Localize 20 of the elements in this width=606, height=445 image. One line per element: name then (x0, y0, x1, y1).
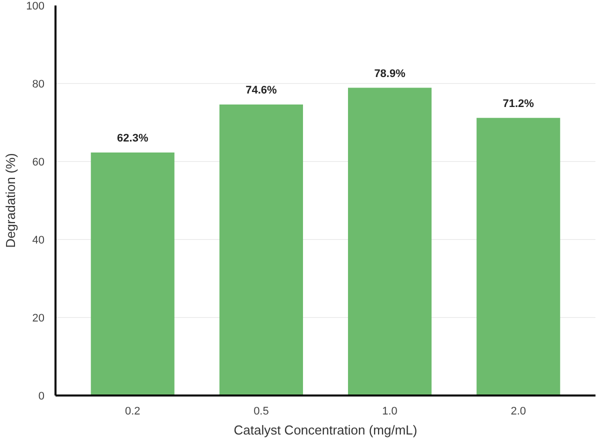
x-tick-label: 2.0 (510, 406, 526, 418)
y-tick-label: 20 (32, 312, 45, 324)
bar (90, 152, 174, 396)
data-label: 62.3% (117, 132, 148, 145)
y-tick-label: 40 (32, 234, 45, 246)
bar (476, 118, 560, 396)
y-tick-label: 60 (32, 156, 45, 168)
bar (219, 104, 303, 396)
x-tick-label: 0.5 (254, 406, 269, 418)
data-label: 71.2% (502, 98, 534, 110)
data-label: 74.6% (246, 84, 278, 97)
y-tick-label: 100 (26, 0, 45, 12)
y-axis-title: Degradation (%) (3, 153, 18, 248)
x-tick-label: 1.0 (382, 406, 398, 418)
x-tick-label: 0.2 (124, 406, 140, 418)
x-axis-title: Catalyst Concentration (mg/mL) (234, 422, 418, 438)
bar (348, 88, 432, 396)
y-tick-label: 0 (38, 390, 45, 402)
data-label: 78.9% (374, 68, 406, 80)
y-tick-label: 80 (32, 78, 45, 90)
